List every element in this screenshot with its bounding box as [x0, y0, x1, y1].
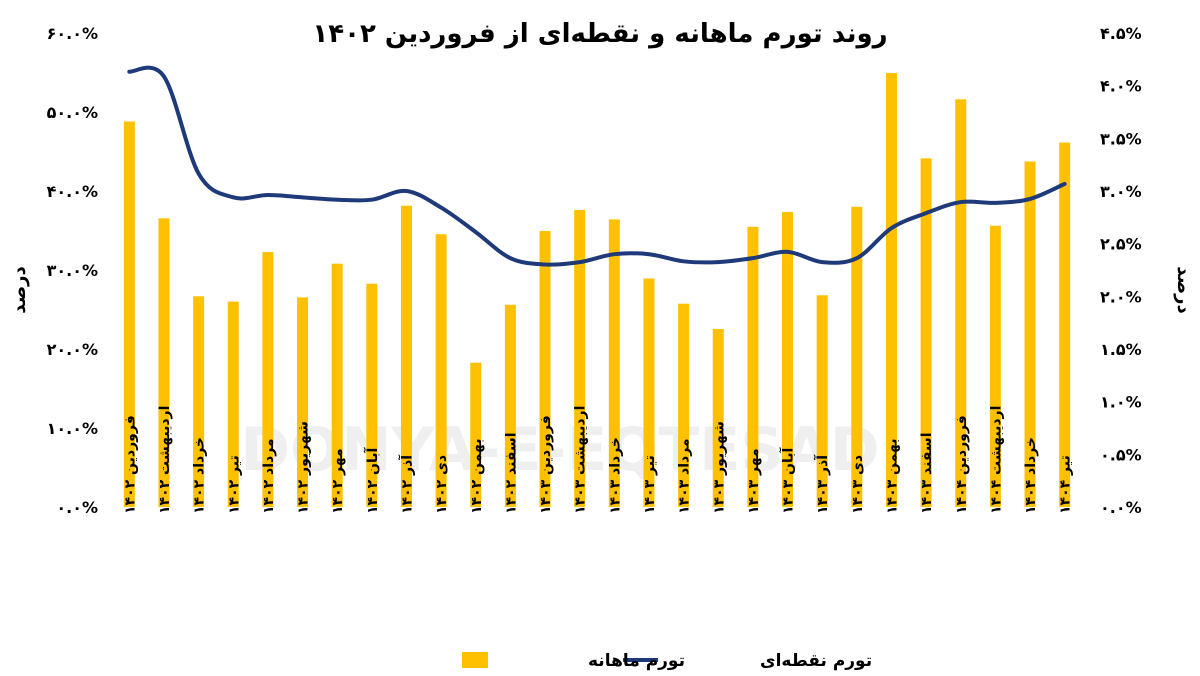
x-tick-label: اردیبهشت ۱۴۰۳: [573, 406, 589, 514]
bar: [400, 205, 412, 507]
left-tick-label: ۴۰.۰%: [47, 182, 98, 201]
bar: [747, 226, 759, 507]
bar: [989, 225, 1001, 507]
bar: [366, 283, 378, 507]
x-tick-label: تیر ۱۴۰۴: [1058, 455, 1074, 514]
bar: [955, 99, 967, 508]
x-tick-label: فروردین ۱۴۰۲: [122, 415, 138, 514]
left-tick-label: ۵۰.۰%: [47, 103, 98, 122]
x-tick-label: خرداد ۱۴۰۲: [192, 437, 208, 514]
bar: [574, 209, 586, 507]
right-tick-label: ۱.۰%: [1100, 393, 1142, 412]
left-tick-label: ۰.۰%: [56, 498, 98, 517]
x-tick-label: تیر ۱۴۰۳: [642, 455, 658, 514]
left-tick-label: ۱۰.۰%: [47, 419, 98, 438]
left-axis: ۰.۰% ۱۰.۰% ۲۰.۰% ۳۰.۰% ۴۰.۰% ۵۰.۰% ۶۰.۰%: [47, 24, 98, 517]
x-tick-label: مهر ۱۴۰۳: [746, 448, 762, 514]
bar: [193, 296, 205, 507]
right-tick-label: ۱.۵%: [1100, 340, 1142, 359]
right-tick-label: ۰.۵%: [1100, 445, 1142, 464]
watermark: DONYA-E-EQTESAD: [240, 415, 879, 485]
x-axis-labels: فروردین ۱۴۰۲ اردیبهشت ۱۴۰۲ خرداد ۱۴۰۲ تیر ۱…: [122, 406, 1073, 514]
x-tick-label: آذر ۱۴۰۲: [397, 454, 415, 514]
bar: [712, 328, 724, 507]
bar: [262, 252, 274, 507]
right-tick-label: ۳.۵%: [1100, 129, 1142, 148]
bar: [470, 362, 482, 507]
bar: [158, 218, 170, 508]
x-tick-label: اردیبهشت ۱۴۰۲: [157, 406, 173, 514]
x-tick-label: شهریور ۱۴۰۳: [711, 421, 727, 514]
x-tick-label: اردیبهشت ۱۴۰۴: [988, 406, 1004, 514]
legend-bar-swatch: [462, 652, 488, 668]
bar: [782, 212, 794, 508]
x-tick-label: فروردین ۱۴۰۳: [538, 415, 554, 514]
bar: [885, 73, 897, 507]
right-tick-label: ۲.۵%: [1100, 235, 1142, 254]
bar: [227, 301, 239, 507]
bar: [539, 231, 551, 507]
left-axis-label: درصد: [9, 266, 30, 313]
legend: تورم نقطه‌ای تورم ماهانه: [462, 651, 872, 671]
bar: [331, 263, 343, 507]
bar: [297, 297, 309, 507]
x-tick-label: اسفند ۱۴۰۳: [919, 432, 935, 514]
bar: [1024, 161, 1036, 508]
x-tick-label: تیر ۱۴۰۲: [226, 455, 242, 514]
right-tick-label: ۳.۰%: [1100, 182, 1142, 201]
bar: [816, 295, 828, 507]
left-tick-label: ۲۰.۰%: [47, 340, 98, 359]
legend-label-monthly: تورم ماهانه: [588, 651, 685, 671]
point-inflation-line: [127, 65, 1067, 267]
monthly-inflation-bars: [123, 73, 1071, 508]
right-tick-label: ۴.۰%: [1100, 77, 1142, 96]
x-tick-label: آبان ۱۴۰۳: [779, 446, 797, 514]
right-tick-label: ۰.۰%: [1100, 498, 1142, 517]
x-tick-label: مرداد ۱۴۰۲: [261, 438, 277, 514]
right-tick-label: ۴.۵%: [1100, 24, 1142, 43]
bar: [435, 234, 447, 508]
x-tick-label: خرداد ۱۴۰۴: [1023, 437, 1039, 514]
bar: [123, 121, 135, 507]
bar: [608, 219, 620, 507]
right-axis: ۰.۰% ۰.۵% ۱.۰% ۱.۵% ۲.۰% ۲.۵% ۳.۰% ۳.۵% ۴.۰% ۴.۵%: [1100, 24, 1142, 517]
left-tick-label: ۳۰.۰%: [47, 261, 98, 280]
x-tick-label: دی ۱۴۰۲: [434, 455, 450, 514]
chart-title: روند تورم ماهانه و نقطه‌ای از فروردین ۱۴…: [312, 19, 887, 49]
x-tick-label: بهمن ۱۴۰۲: [469, 438, 485, 514]
right-tick-label: ۲.۰%: [1100, 287, 1142, 306]
left-tick-label: ۶۰.۰%: [47, 24, 98, 43]
bar: [678, 303, 690, 507]
bar: [643, 278, 655, 507]
x-tick-label: فروردین ۱۴۰۴: [954, 415, 970, 514]
bar: [851, 206, 863, 508]
x-tick-label: مهر ۱۴۰۲: [330, 448, 346, 514]
x-tick-label: دی ۱۴۰۳: [850, 455, 866, 514]
right-axis-label: درصد: [1173, 266, 1194, 313]
x-tick-label: اسفند ۱۴۰۲: [503, 432, 519, 514]
x-tick-label: آبان ۱۴۰۲: [363, 446, 381, 514]
legend-label-point: تورم نقطه‌ای: [760, 651, 872, 671]
bar: [504, 304, 516, 507]
x-tick-label: مرداد ۱۴۰۳: [677, 438, 693, 514]
x-tick-label: شهریور ۱۴۰۲: [296, 421, 312, 514]
x-tick-label: بهمن ۱۴۰۳: [884, 438, 900, 514]
x-tick-label: خرداد ۱۴۰۳: [607, 437, 623, 514]
bar: [920, 158, 932, 507]
x-tick-label: آذر ۱۴۰۳: [813, 454, 831, 514]
bar: [1059, 142, 1071, 507]
